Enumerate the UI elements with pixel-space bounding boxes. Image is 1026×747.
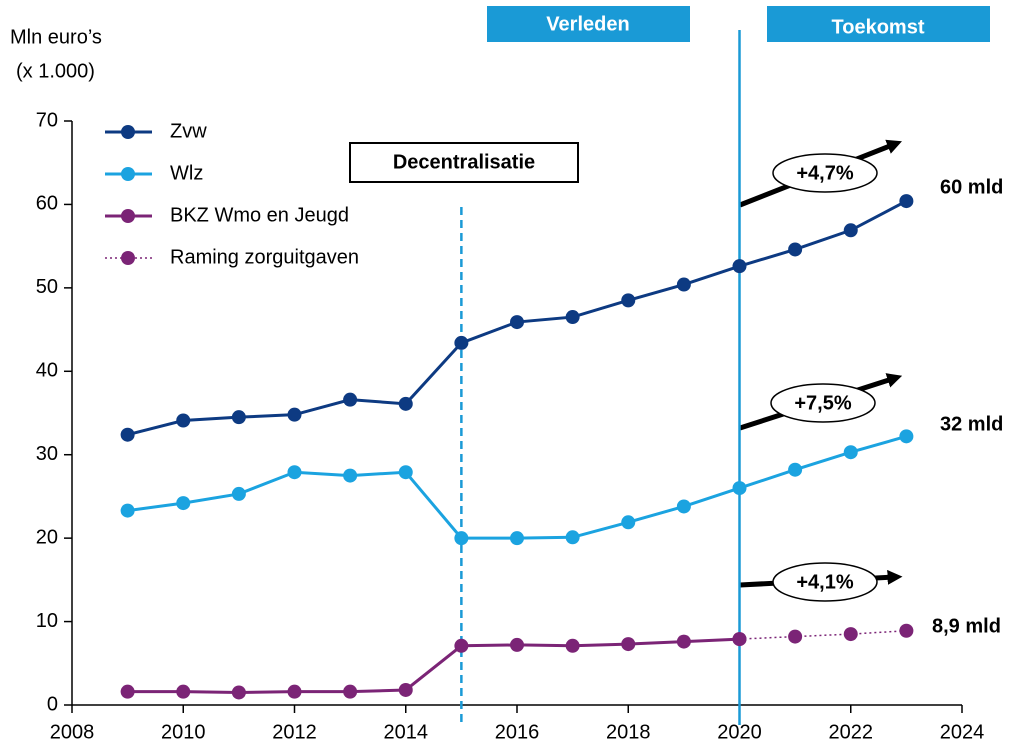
series-line: [127, 637, 740, 694]
marker: [231, 486, 246, 501]
marker: [565, 310, 580, 325]
x-tick-label: 2022: [829, 721, 874, 743]
marker: [398, 396, 413, 411]
y-tick-label: 30: [36, 443, 58, 465]
legend-marker: [121, 209, 135, 223]
marker: [120, 503, 135, 518]
legend-marker: [121, 167, 135, 181]
marker: [510, 315, 524, 330]
end-label: 32 mld: [940, 413, 1003, 435]
marker: [565, 530, 580, 545]
end-label: 8,9 mld: [932, 615, 1001, 637]
header-box: [487, 6, 690, 42]
x-tick-label: 2010: [161, 721, 206, 743]
x-tick-label: 2008: [50, 721, 95, 743]
marker: [231, 685, 246, 700]
marker: [287, 407, 302, 422]
header: Verleden: [546, 13, 629, 35]
marker: [120, 427, 135, 442]
y-label: (x 1.000): [16, 60, 95, 82]
growth-label: +4,1%: [796, 571, 853, 593]
marker: [510, 637, 524, 652]
header: Toekomst: [832, 16, 925, 38]
marker: [343, 468, 358, 483]
marker: [176, 684, 191, 699]
series-line: [127, 434, 907, 540]
marker: [454, 531, 469, 546]
y-tick-label: 0: [47, 693, 58, 715]
marker: [343, 684, 358, 699]
marker: [843, 445, 858, 460]
marker: [788, 242, 803, 257]
marker: [120, 684, 135, 699]
marker: [732, 632, 747, 647]
x-tick-label: 2018: [606, 721, 651, 743]
x-tick-label: 2012: [272, 721, 317, 743]
end-label: 60 mld: [940, 176, 1003, 198]
marker: [621, 293, 636, 308]
marker: [510, 531, 524, 546]
y-tick-label: 50: [36, 276, 58, 298]
marker: [899, 194, 914, 209]
marker: [398, 465, 413, 480]
x-tick-label: 2014: [384, 721, 429, 743]
y-tick-label: 10: [36, 610, 58, 632]
marker: [843, 627, 858, 642]
x-tick-label: 2020: [717, 721, 762, 743]
marker: [287, 465, 302, 480]
marker: [621, 515, 636, 530]
y-tick-label: 40: [36, 360, 58, 382]
legend-label: Wlz: [170, 162, 203, 184]
header-box: [767, 6, 990, 42]
marker: [899, 429, 914, 444]
marker: [176, 413, 191, 428]
marker: [398, 682, 413, 697]
y-tick-label: 70: [36, 109, 58, 131]
marker: [843, 223, 858, 238]
marker: [287, 684, 302, 699]
growth-oval: [772, 562, 878, 602]
marker: [176, 496, 191, 511]
marker: [454, 638, 469, 653]
marker: [788, 462, 803, 477]
marker: [676, 277, 691, 292]
growth-arrows: [739, 139, 903, 588]
growth-label: +7,5%: [794, 392, 851, 414]
marker: [676, 499, 691, 514]
y-tick-label: 60: [36, 193, 58, 215]
marker: [676, 634, 691, 649]
event-box: [349, 142, 579, 183]
growth-oval: [770, 383, 876, 423]
growth-label: +4,7%: [796, 162, 853, 184]
marker: [899, 623, 914, 638]
y-label: Mln euro’s: [10, 26, 102, 48]
x-tick-label: 2024: [940, 721, 985, 743]
marker: [732, 259, 747, 274]
marker: [621, 637, 636, 652]
marker: [454, 335, 469, 350]
legend-marker: [121, 125, 135, 139]
series-line: [739, 630, 907, 640]
legend-label: Raming zorguitgaven: [170, 246, 359, 268]
marker: [732, 481, 747, 496]
marker: [565, 638, 580, 653]
y-tick-label: 20: [36, 526, 58, 548]
event-label: Decentralisatie: [393, 151, 535, 173]
legend-marker: [121, 251, 135, 265]
growth-oval: [772, 153, 878, 193]
x-tick-label: 2016: [495, 721, 540, 743]
marker: [231, 410, 246, 425]
legend-label: BKZ Wmo en Jeugd: [170, 204, 349, 226]
legend-label: Zvw: [170, 120, 207, 142]
marker: [343, 392, 358, 407]
marker: [788, 629, 803, 644]
